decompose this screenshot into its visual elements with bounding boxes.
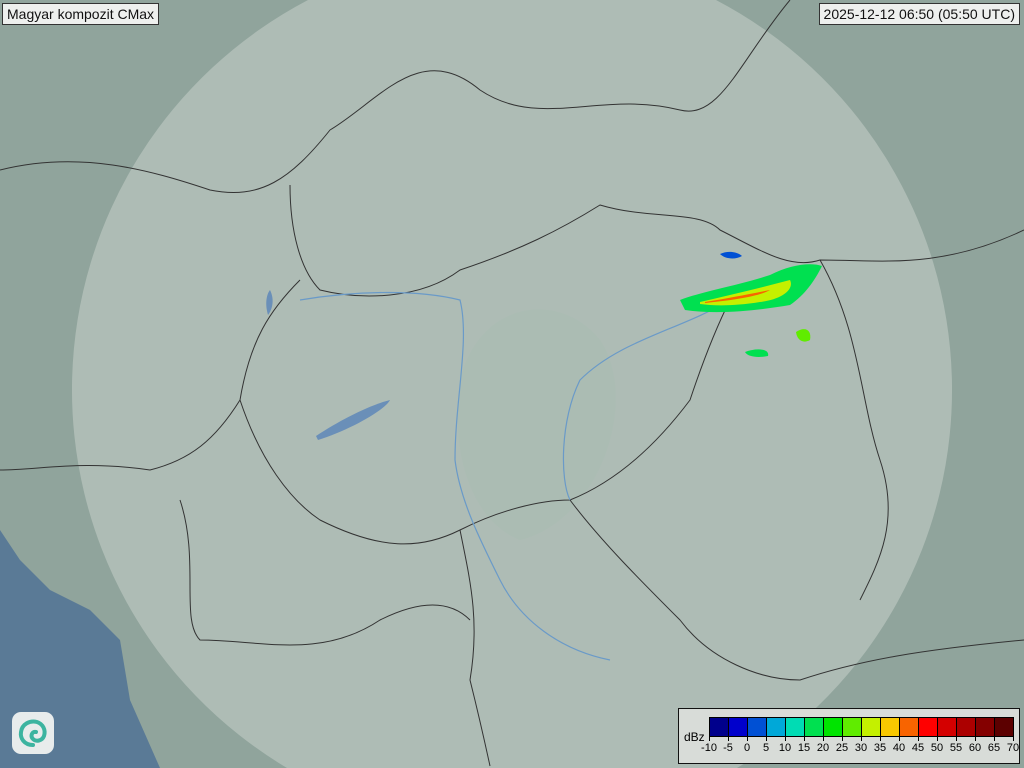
legend-tick-mark [880, 736, 881, 741]
legend-tick-mark [994, 736, 995, 741]
legend-unit: dBz [684, 730, 705, 744]
legend-color-cell [976, 718, 995, 736]
legend-tick-label: 50 [930, 742, 944, 754]
legend-color-cell [995, 718, 1013, 736]
legend-color-cell [710, 718, 729, 736]
legend-tick-mark [709, 736, 710, 741]
legend-tick-label: 15 [797, 742, 811, 754]
legend-color-cell [824, 718, 843, 736]
legend-tick-label: 30 [854, 742, 868, 754]
legend-tick-label: -5 [723, 742, 733, 754]
legend-tick-mark [823, 736, 824, 741]
legend-tick-label: 20 [816, 742, 830, 754]
legend-tick-mark [785, 736, 786, 741]
swirl-logo-icon [12, 712, 54, 754]
legend-color-cell [786, 718, 805, 736]
legend-tick-label: 45 [911, 742, 925, 754]
map-title: Magyar kompozit CMax [2, 3, 160, 25]
legend-tick-mark [956, 736, 957, 741]
adriatic-sea [0, 530, 160, 768]
legend-tick-mark [937, 736, 938, 741]
legend-color-cell [900, 718, 919, 736]
legend-color-cell [862, 718, 881, 736]
legend-tick-mark [747, 736, 748, 741]
legend-tick-mark [842, 736, 843, 741]
legend-ticks: -10 -5 0 5 10 15 20 25 30 35 40 45 50 55 60 65 70 [701, 736, 1019, 762]
legend-tick-label: 10 [778, 742, 792, 754]
legend-tick-mark [899, 736, 900, 741]
legend-tick-label: 70 [1006, 742, 1020, 754]
legend-color-cell [729, 718, 748, 736]
legend-tick-mark [804, 736, 805, 741]
lake-neusiedl [266, 290, 273, 315]
legend-tick-label: 35 [873, 742, 887, 754]
legend-color-bar [709, 717, 1014, 737]
legend-tick-mark [1013, 736, 1014, 741]
legend-color-cell [767, 718, 786, 736]
legend-tick-label: 40 [892, 742, 906, 754]
radar-echoes [680, 251, 822, 357]
legend-tick-mark [861, 736, 862, 741]
dbz-legend: dBz -10 -5 0 5 10 15 20 25 30 35 40 45 50 55 60 65 70 [678, 708, 1020, 764]
legend-tick-mark [728, 736, 729, 741]
legend-tick-label: 60 [968, 742, 982, 754]
legend-tick-label: 5 [762, 742, 770, 754]
lake-balaton [316, 400, 390, 440]
legend-tick-label: 55 [949, 742, 963, 754]
legend-color-cell [938, 718, 957, 736]
legend-tick-mark [918, 736, 919, 741]
legend-tick-label: 65 [987, 742, 1001, 754]
legend-color-cell [843, 718, 862, 736]
legend-color-cell [748, 718, 767, 736]
timestamp-label: 2025-12-12 06:50 (05:50 UTC) [818, 3, 1020, 25]
legend-color-cell [919, 718, 938, 736]
legend-tick-label: -10 [701, 742, 717, 754]
legend-tick-label: 0 [743, 742, 751, 754]
legend-color-cell [957, 718, 976, 736]
rivers [299, 291, 731, 661]
great-plain [457, 309, 616, 540]
legend-color-cell [805, 718, 824, 736]
legend-tick-label: 25 [835, 742, 849, 754]
legend-color-cell [881, 718, 900, 736]
legend-tick-mark [975, 736, 976, 741]
legend-tick-mark [766, 736, 767, 741]
